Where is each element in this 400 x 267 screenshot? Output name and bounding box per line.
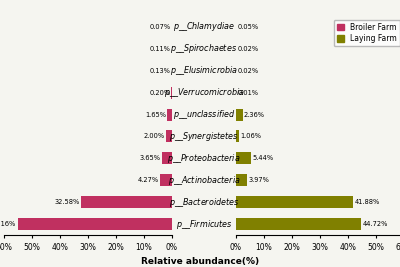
Text: 3.97%: 3.97% [248, 177, 269, 183]
Text: 0.02%: 0.02% [238, 46, 258, 52]
Text: 0.11%: 0.11% [150, 46, 170, 52]
Text: 1.65%: 1.65% [145, 112, 166, 117]
Text: 32.58%: 32.58% [54, 199, 79, 205]
Legend: Broiler Farm, Laying Farm: Broiler Farm, Laying Farm [334, 20, 400, 46]
Text: $p\_\_Synergistetes$: $p\_\_Synergistetes$ [169, 130, 239, 143]
Text: 0.05%: 0.05% [238, 24, 258, 30]
Text: 2.36%: 2.36% [244, 112, 265, 117]
Bar [160, 174, 172, 186]
Bar [162, 152, 172, 164]
Text: 0.13%: 0.13% [150, 68, 170, 74]
Text: $p\_\_Firmicutes$: $p\_\_Firmicutes$ [176, 218, 232, 230]
Text: 5.44%: 5.44% [253, 155, 274, 161]
Bar [236, 130, 239, 143]
Text: 0.02%: 0.02% [238, 68, 258, 74]
Text: $p\_\_Proteobacteria$: $p\_\_Proteobacteria$ [167, 152, 241, 165]
Bar [236, 174, 247, 186]
Text: Relative abundance(%): Relative abundance(%) [141, 257, 259, 266]
Text: 0.01%: 0.01% [238, 90, 258, 96]
Text: $p\_\_Actinobacteria$: $p\_\_Actinobacteria$ [168, 174, 240, 187]
Text: 44.72%: 44.72% [363, 221, 388, 227]
Text: 1.06%: 1.06% [240, 134, 261, 139]
Bar [236, 108, 243, 121]
Bar [81, 196, 172, 208]
Bar [236, 218, 361, 230]
Text: 0.07%: 0.07% [150, 24, 170, 30]
Text: 2.00%: 2.00% [144, 134, 165, 139]
Text: $p\_\_Elusimicrobia$: $p\_\_Elusimicrobia$ [170, 64, 238, 77]
Text: 3.65%: 3.65% [139, 155, 160, 161]
Text: $p\_\_Spirochaetes$: $p\_\_Spirochaetes$ [170, 42, 238, 55]
Bar [236, 152, 251, 164]
Text: $p\_\_Chlamydiae$: $p\_\_Chlamydiae$ [173, 21, 235, 33]
Bar [236, 196, 353, 208]
Bar [166, 130, 172, 143]
Text: $p\_\_Verrucomicrobia$: $p\_\_Verrucomicrobia$ [164, 86, 244, 99]
Bar [18, 218, 172, 230]
Text: 55.16%: 55.16% [0, 221, 16, 227]
Bar [167, 108, 172, 121]
Text: 41.88%: 41.88% [355, 199, 380, 205]
Text: 0.20%: 0.20% [150, 90, 170, 96]
Text: $p\_\_unclassified$: $p\_\_unclassified$ [173, 108, 235, 121]
Text: 4.27%: 4.27% [138, 177, 159, 183]
Text: $p\_\_Bacteroidetes$: $p\_\_Bacteroidetes$ [169, 196, 239, 209]
